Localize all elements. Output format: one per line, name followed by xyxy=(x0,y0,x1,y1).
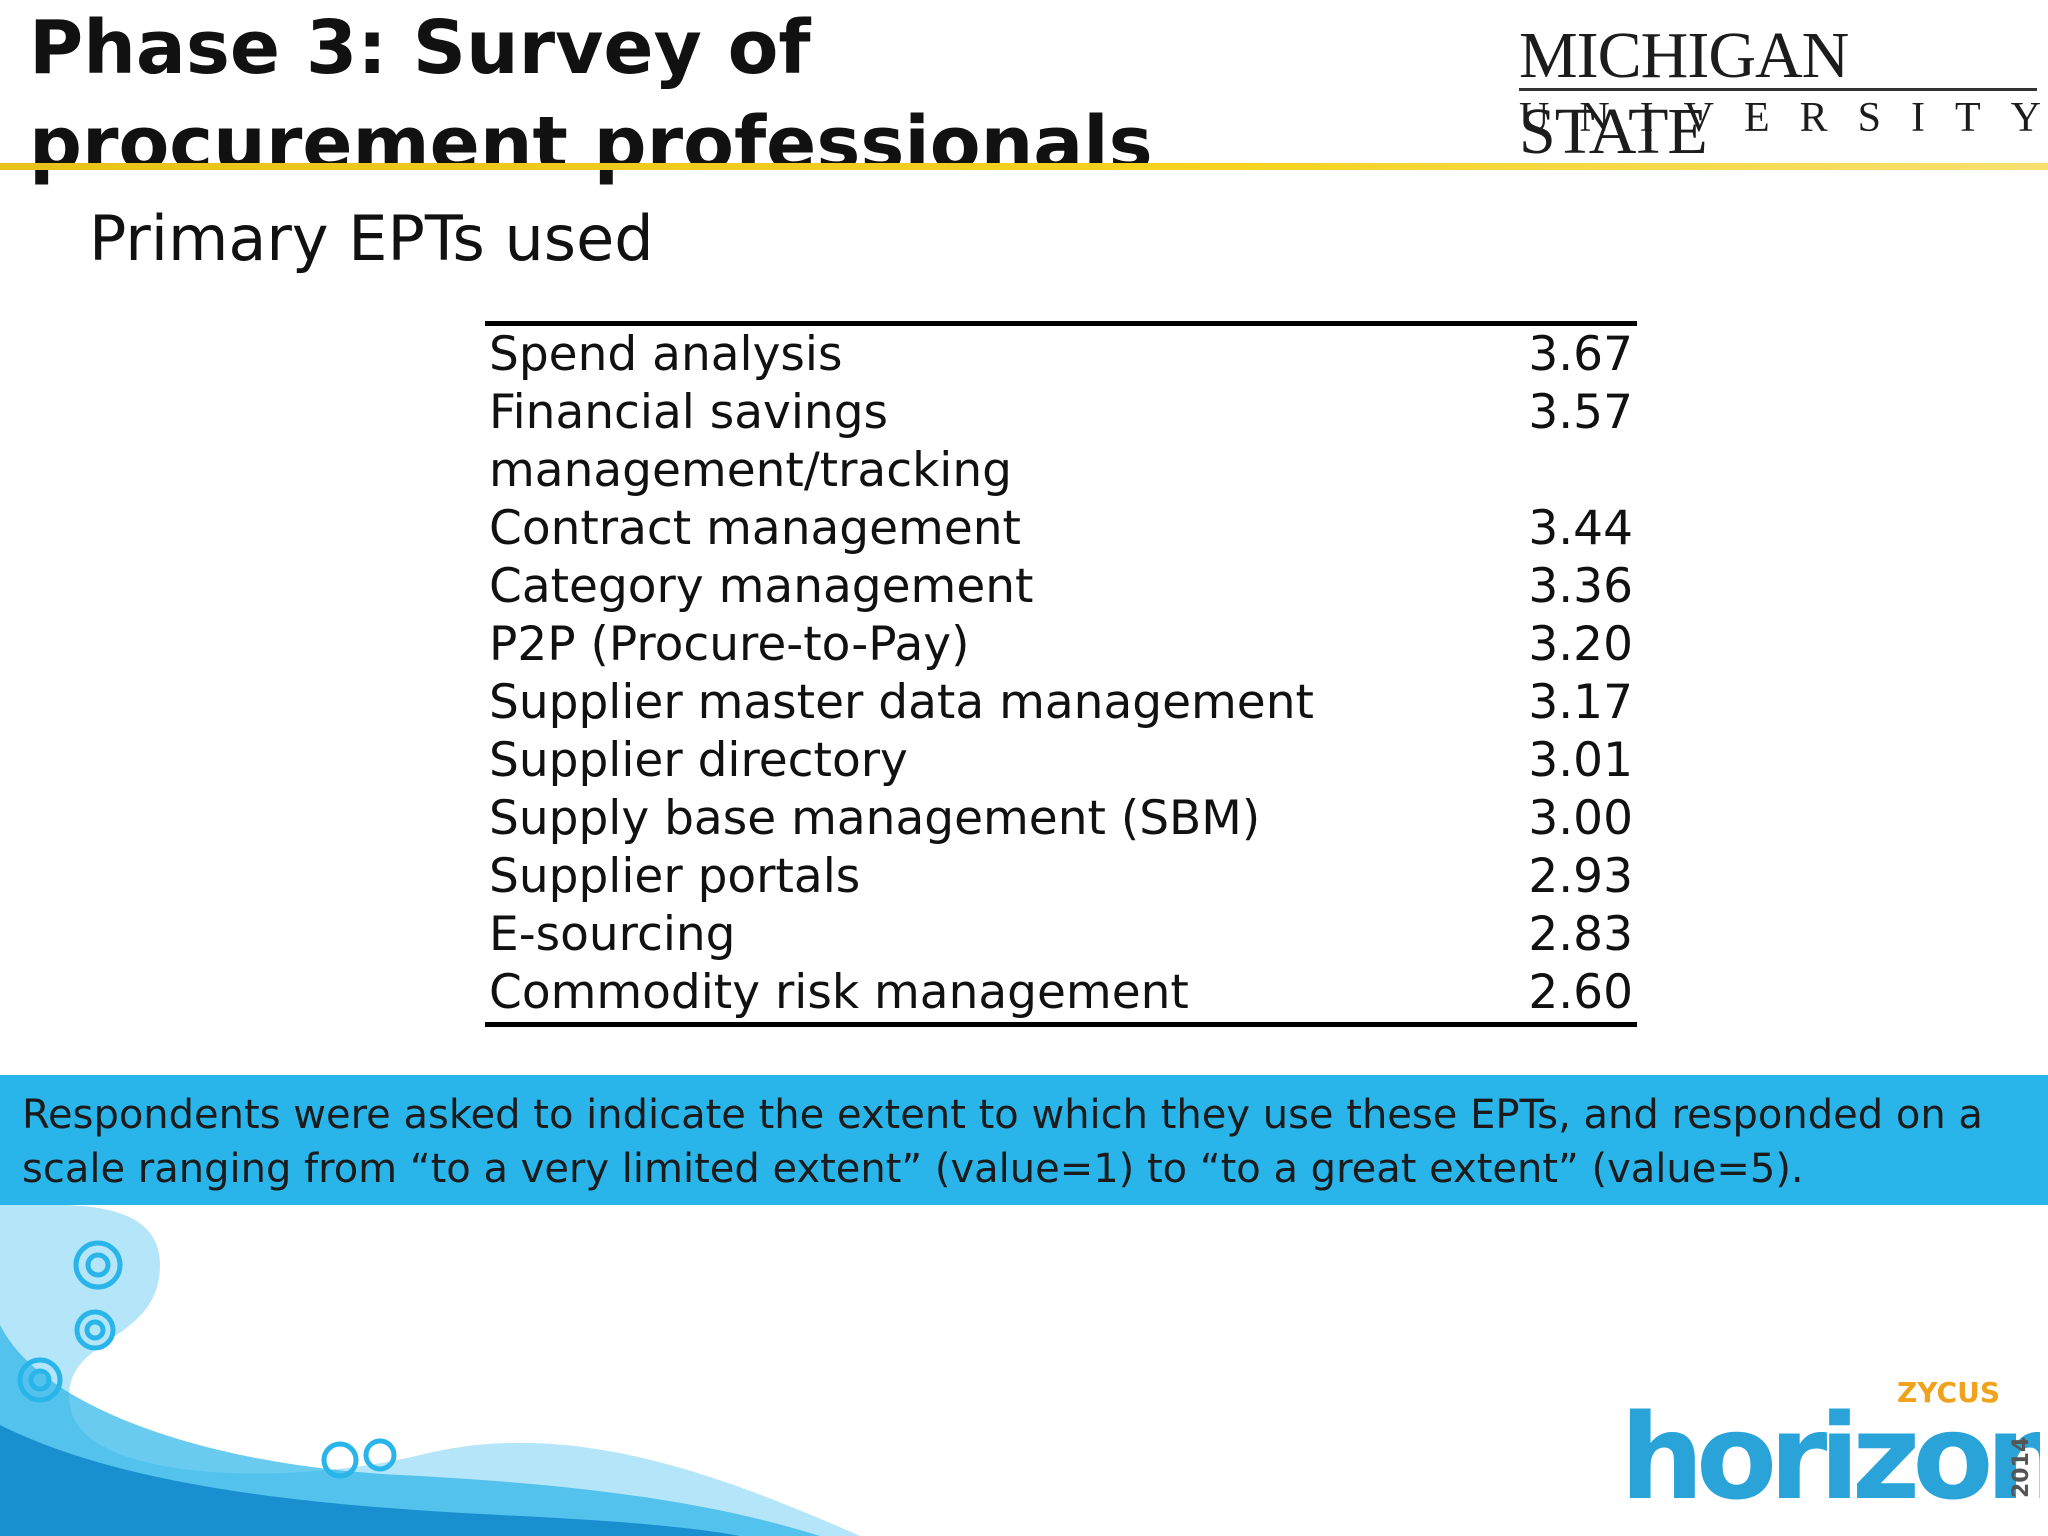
cell-text: E-sourcing xyxy=(489,907,736,962)
ept-name: Financial savings management/tracking xyxy=(485,384,1500,500)
ept-name: Spend analysis xyxy=(485,324,1500,385)
horizon-logo: ZYCUS horizon 2014 xyxy=(1620,1376,2040,1520)
ept-name: Supplier portals xyxy=(485,848,1500,906)
ept-score: 3.57 xyxy=(1500,384,1637,500)
cell-text: 3.00 xyxy=(1528,791,1633,846)
table-row: Supplier master data management 3.17 xyxy=(485,674,1637,732)
logo-text: UNIVERSITY xyxy=(1519,95,2048,141)
cell-text: Supply base management (SBM) xyxy=(489,791,1261,846)
cell-text: 2.60 xyxy=(1528,965,1633,1020)
ept-name: P2P (Procure-to-Pay) xyxy=(485,616,1500,674)
ept-name: Supply base management (SBM) xyxy=(485,790,1500,848)
table-row: Spend analysis 3.67 xyxy=(485,324,1637,385)
cell-text: Supplier master data management xyxy=(489,675,1314,730)
ept-score: 3.44 xyxy=(1500,500,1637,558)
cell-text: 3.57 xyxy=(1528,385,1633,440)
table-row: Contract management 3.44 xyxy=(485,500,1637,558)
logo-word: horizon xyxy=(1620,1388,2040,1520)
cell-text: 3.20 xyxy=(1528,617,1633,672)
table-row: Commodity risk management 2.60 xyxy=(485,964,1637,1025)
cell-text: 3.17 xyxy=(1528,675,1633,730)
logo-text: MICHIGAN STATE xyxy=(1519,19,1849,168)
ept-name: Commodity risk management xyxy=(485,964,1500,1025)
note-band xyxy=(0,1075,2048,1205)
cell-text: Supplier portals xyxy=(489,849,861,904)
table-row: Supply base management (SBM) 3.00 xyxy=(485,790,1637,848)
wave-decoration xyxy=(0,1205,860,1536)
ept-score: 2.93 xyxy=(1500,848,1637,906)
cell-text: Category management xyxy=(489,559,1034,614)
ept-score: 2.60 xyxy=(1500,964,1637,1025)
table-row: Financial savings management/tracking 3.5… xyxy=(485,384,1637,500)
ept-score: 3.00 xyxy=(1500,790,1637,848)
ept-name: Supplier master data management xyxy=(485,674,1500,732)
cell-text: 2.83 xyxy=(1528,907,1633,962)
ept-score: 3.20 xyxy=(1500,616,1637,674)
note: Respondents were asked to indicate the e… xyxy=(22,1092,1983,1192)
cell-text: 3.01 xyxy=(1528,733,1633,788)
ept-name: Contract management xyxy=(485,500,1500,558)
ept-score: 3.01 xyxy=(1500,732,1637,790)
table-row: E-sourcing 2.83 xyxy=(485,906,1637,964)
table-row: Supplier portals 2.93 xyxy=(485,848,1637,906)
ept-name: Category management xyxy=(485,558,1500,616)
cell-text: 3.44 xyxy=(1528,501,1633,556)
table-row: P2P (Procure-to-Pay) 3.20 xyxy=(485,616,1637,674)
table-row: Supplier directory 3.01 xyxy=(485,732,1637,790)
header-rule xyxy=(0,163,2048,170)
cell-text: Commodity risk management xyxy=(489,965,1189,1020)
logo-year: 2014 xyxy=(2009,1437,2034,1498)
cell-text: 3.36 xyxy=(1528,559,1633,614)
cell-text: 3.67 xyxy=(1528,327,1633,382)
cell-text: Spend analysis xyxy=(489,327,843,382)
cell-text: P2P (Procure-to-Pay) xyxy=(489,617,970,672)
ept-score: 3.67 xyxy=(1500,324,1637,385)
cell-text: Contract management xyxy=(489,501,1021,556)
ept-score: 2.83 xyxy=(1500,906,1637,964)
ept-score: 3.17 xyxy=(1500,674,1637,732)
ept-table: Spend analysis 3.67 Financial savings mana… xyxy=(485,321,1637,1027)
ept-name: E-sourcing xyxy=(485,906,1500,964)
cell-text: Supplier directory xyxy=(489,733,908,788)
cell-text: 2.93 xyxy=(1528,849,1633,904)
ept-name: Supplier directory xyxy=(485,732,1500,790)
logo-rule xyxy=(1519,88,2037,91)
table-row: Category management 3.36 xyxy=(485,558,1637,616)
cell-text: Financial savings management/tracking xyxy=(489,385,1012,498)
logo-brand: ZYCUS xyxy=(1897,1376,2000,1409)
slide-title: Phase 3: Survey of procurement professio… xyxy=(29,5,1153,187)
ept-score: 3.36 xyxy=(1500,558,1637,616)
subtitle: Primary EPTs used xyxy=(89,202,654,275)
